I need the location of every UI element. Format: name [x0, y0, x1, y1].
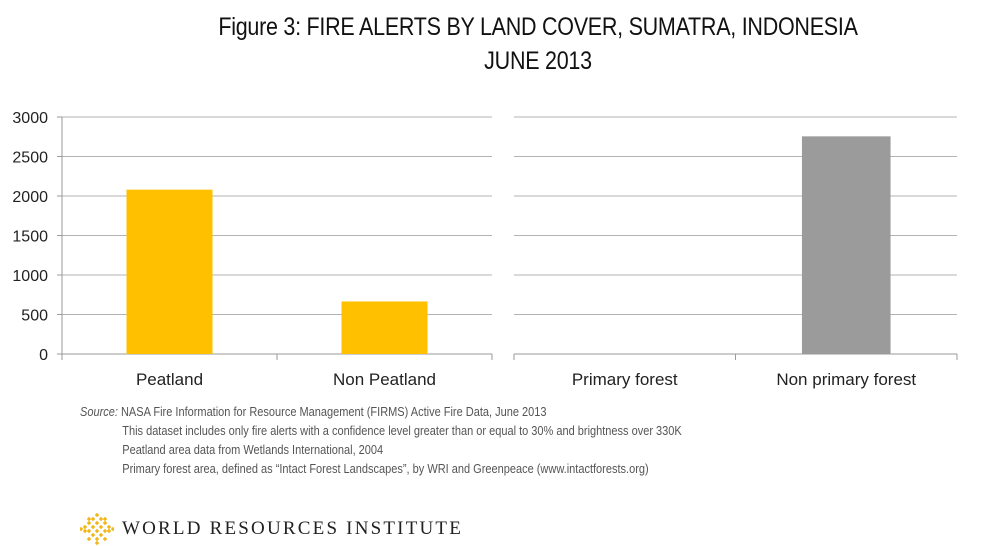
logo-dot: [94, 540, 100, 546]
logo-dot: [106, 528, 112, 534]
note-source: Source: NASA Fire Information for Resour…: [80, 403, 682, 422]
bar-charts: 0 500 1000 1500 2000 2500 3000 Peatland Non Peat…: [12, 110, 958, 389]
logo-dot: [86, 536, 92, 542]
bar-peatland: [126, 189, 213, 354]
logo-dot: [94, 536, 100, 542]
y-tick-label: 500: [21, 308, 48, 325]
category-label: Peatland: [136, 370, 203, 389]
wri-logo-icon: [80, 512, 114, 546]
chart-title-line1: Figure 3: FIRE ALERTS BY LAND COVER, SUM…: [218, 13, 858, 41]
category-label: Primary forest: [572, 370, 678, 389]
logo-dot: [98, 532, 104, 538]
y-tick-label: 2000: [12, 189, 48, 206]
chart-title: Figure 3: FIRE ALERTS BY LAND COVER, SUM…: [75, 10, 935, 78]
logo-dot: [94, 512, 100, 518]
primary-forest-chart: Primary forest Non primary forest: [513, 116, 958, 389]
logo-dot: [90, 532, 96, 538]
logo-dot: [102, 520, 108, 526]
logo-dot: [94, 520, 100, 526]
source-text: NASA Fire Information for Resource Manag…: [120, 405, 547, 419]
logo-dot: [102, 516, 108, 522]
logo-dot: [98, 516, 104, 522]
logo-dot: [90, 524, 96, 530]
y-tick-label: 0: [39, 347, 48, 364]
logo-dot: [86, 528, 92, 534]
note-peatland: Peatland area data from Wetlands Interna…: [122, 443, 384, 457]
chart-title-line2: JUNE 2013: [484, 47, 592, 75]
logo-dot: [110, 526, 114, 532]
wri-logo: WORLD RESOURCES INSTITUTE: [80, 512, 463, 546]
logo-dot: [86, 516, 92, 522]
bar-non-peatland: [341, 301, 428, 354]
category-label: Non Peatland: [333, 370, 436, 389]
logo-dot: [106, 524, 112, 530]
bar-non-primary-forest: [801, 136, 891, 354]
source-label: Source:: [80, 405, 118, 419]
note-primary-forest: Primary forest area, defined as “Intact …: [122, 462, 649, 476]
logo-dot: [102, 528, 108, 534]
category-label: Non primary forest: [776, 370, 916, 389]
y-tick-label: 2500: [12, 150, 48, 167]
logo-dot: [98, 524, 104, 530]
logo-dot: [102, 536, 108, 542]
note-confidence: This dataset includes only fire alerts w…: [122, 424, 682, 438]
logo-text: WORLD RESOURCES INSTITUTE: [122, 518, 464, 539]
logo-dot: [94, 528, 100, 534]
y-tick-label: 3000: [12, 110, 48, 127]
peatland-chart: 0 500 1000 1500 2000 2500 3000 Peatland Non Peat…: [12, 110, 493, 389]
logo-dot: [86, 520, 92, 526]
y-tick-label: 1000: [12, 268, 48, 285]
y-tick-label: 1500: [12, 229, 48, 246]
logo-dot: [82, 524, 88, 530]
logo-dot: [82, 528, 88, 534]
logo-dot: [80, 526, 84, 532]
chart-notes: Source: NASA Fire Information for Resour…: [80, 403, 682, 479]
logo-dot: [90, 516, 96, 522]
